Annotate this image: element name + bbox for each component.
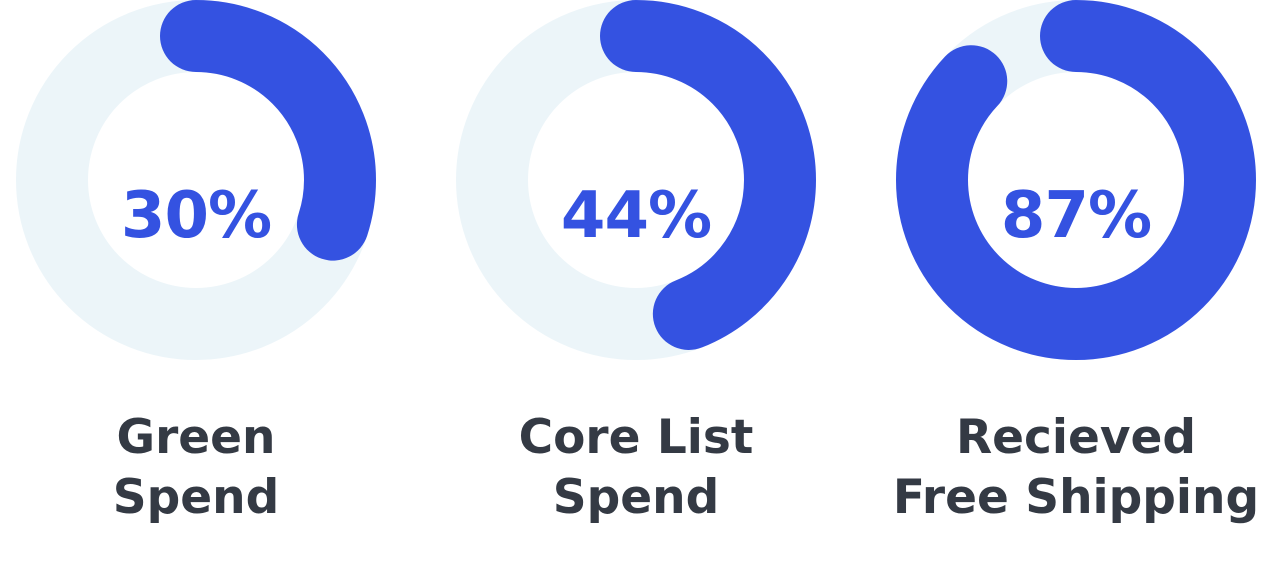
donut-value-arc xyxy=(456,0,816,360)
donut-chart xyxy=(896,0,1256,360)
donut-chart xyxy=(16,0,376,360)
percent-value: 44% xyxy=(560,179,712,253)
donut-value-arc xyxy=(16,0,376,360)
label-line-1: Core List xyxy=(518,410,754,465)
percent-value: 30% xyxy=(120,179,272,253)
label-line-1: Recieved xyxy=(955,410,1197,465)
gauge-label: Green Spend xyxy=(0,408,406,528)
label-line-2: Spend xyxy=(552,470,720,525)
gauge-label: Recieved Free Shipping xyxy=(866,408,1270,528)
donut-value-arc xyxy=(896,0,1256,360)
label-line-2: Free Shipping xyxy=(892,470,1260,525)
label-line-1: Green xyxy=(116,410,276,465)
gauge-label: Core List Spend xyxy=(426,408,846,528)
donut-chart xyxy=(456,0,816,360)
label-line-2: Spend xyxy=(112,470,280,525)
gauge-green-spend: 30% Green Spend xyxy=(16,0,416,566)
gauge-core-list-spend: 44% Core List Spend xyxy=(456,0,856,566)
gauge-free-shipping: 87% Recieved Free Shipping xyxy=(893,0,1270,566)
percent-value: 87% xyxy=(1000,179,1152,253)
